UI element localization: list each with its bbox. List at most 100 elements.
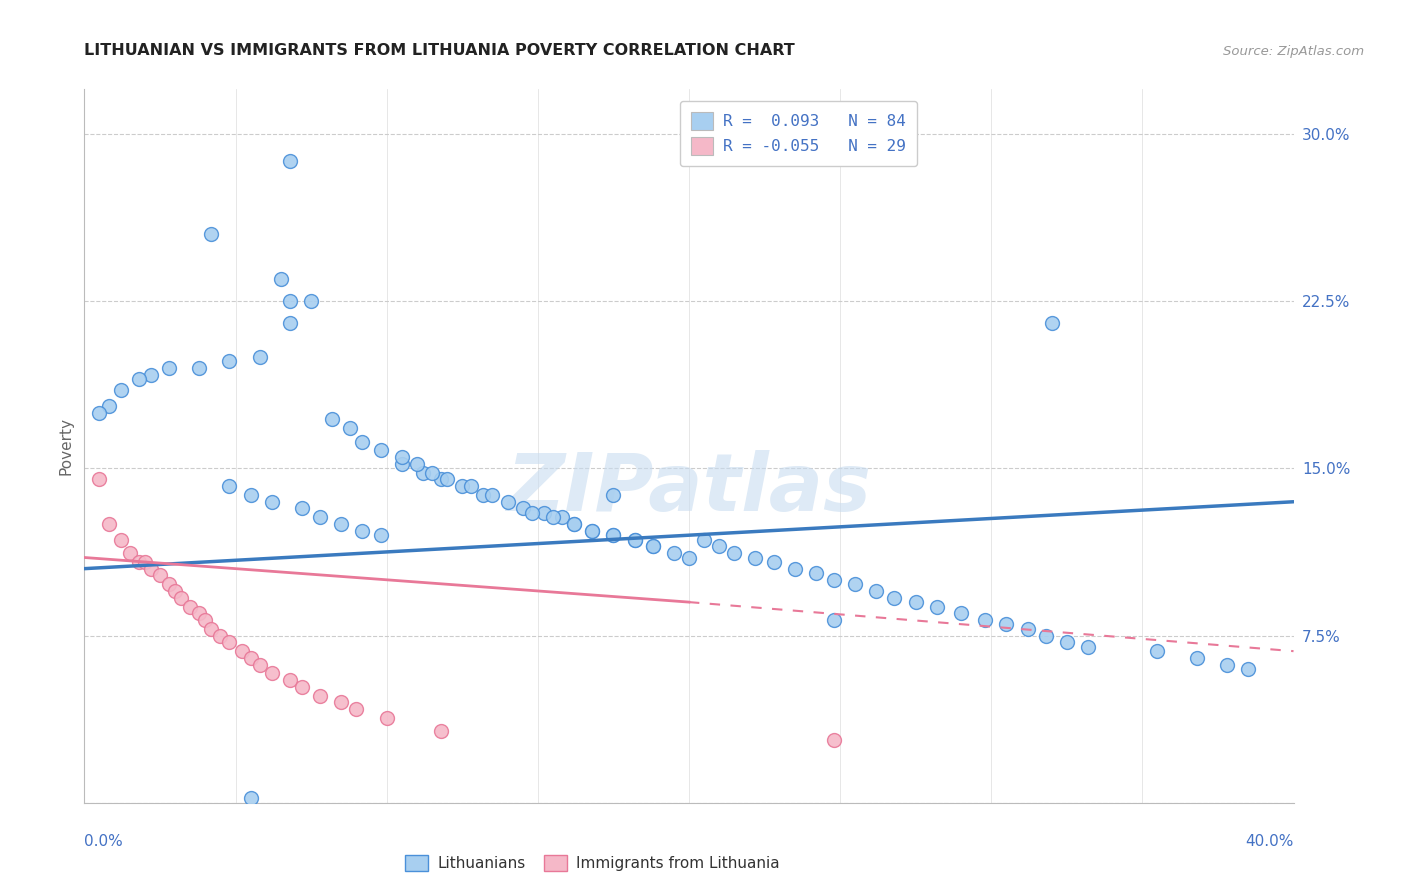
Point [239, 791, 262, 805]
Point [1035, 628, 1057, 642]
Point [231, 644, 253, 658]
Text: ZIPatlas: ZIPatlas [506, 450, 872, 528]
Point [520, 506, 543, 520]
Point [330, 517, 353, 532]
Point [950, 607, 973, 621]
Point [89, 473, 111, 487]
Text: 0.0%: 0.0% [84, 834, 124, 849]
Point [723, 546, 745, 560]
Point [865, 583, 887, 598]
Point [481, 488, 503, 502]
Point [602, 528, 624, 542]
Point [110, 384, 132, 398]
Point [299, 293, 322, 308]
Point [291, 680, 314, 694]
Point [1056, 635, 1078, 649]
Point [623, 533, 645, 547]
Text: 40.0%: 40.0% [1246, 834, 1294, 849]
Point [512, 501, 534, 516]
Legend: R =  0.093   N = 84, R = -0.055   N = 29: R = 0.093 N = 84, R = -0.055 N = 29 [679, 101, 917, 167]
Point [420, 466, 443, 480]
Point [375, 711, 398, 725]
Point [460, 479, 482, 493]
Point [278, 153, 301, 168]
Point [163, 583, 186, 598]
Point [844, 577, 866, 591]
Point [995, 617, 1018, 632]
Point [430, 473, 453, 487]
Point [188, 360, 211, 375]
Point [641, 539, 664, 553]
Point [472, 488, 495, 502]
Point [904, 595, 927, 609]
Point [270, 271, 292, 285]
Point [339, 421, 361, 435]
Point [823, 733, 845, 747]
Point [406, 457, 429, 471]
Point [346, 702, 368, 716]
Point [194, 613, 217, 627]
Point [974, 613, 997, 627]
Point [260, 494, 283, 508]
Point [278, 293, 301, 308]
Point [118, 546, 141, 560]
Point [218, 635, 240, 649]
Point [188, 607, 211, 621]
Point [602, 528, 624, 542]
Point [170, 591, 193, 605]
Point [562, 517, 585, 532]
Point [309, 510, 332, 524]
Point [709, 539, 731, 553]
Point [562, 517, 585, 532]
Point [1237, 662, 1260, 676]
Point [352, 524, 374, 538]
Point [925, 599, 948, 614]
Point [309, 689, 332, 703]
Point [1146, 644, 1168, 658]
Point [581, 524, 603, 538]
Point [134, 555, 156, 569]
Point [97, 399, 120, 413]
Point [551, 510, 574, 524]
Point [200, 622, 222, 636]
Point [97, 517, 120, 532]
Point [1017, 622, 1039, 636]
Point [260, 666, 283, 681]
Point [436, 473, 458, 487]
Point [496, 494, 519, 508]
Point [533, 506, 555, 520]
Point [157, 577, 180, 591]
Point [128, 372, 150, 386]
Point [209, 628, 232, 642]
Point [291, 501, 314, 516]
Point [451, 479, 474, 493]
Point [744, 550, 766, 565]
Point [278, 317, 301, 331]
Point [1077, 640, 1099, 654]
Point [1216, 657, 1239, 672]
Point [157, 360, 180, 375]
Point [1040, 317, 1063, 331]
Point [412, 466, 434, 480]
Point [804, 566, 827, 581]
Point [139, 562, 162, 576]
Point [541, 510, 564, 524]
Point [883, 591, 905, 605]
Point [278, 673, 301, 687]
Point [239, 651, 262, 665]
Point [783, 562, 806, 576]
Point [1185, 651, 1208, 665]
Point [823, 573, 845, 587]
Point [89, 405, 111, 420]
Point [179, 599, 201, 614]
Point [149, 568, 172, 582]
Point [391, 457, 413, 471]
Point [602, 488, 624, 502]
Point [249, 350, 271, 364]
Point [218, 354, 240, 368]
Point [623, 533, 645, 547]
Point [641, 539, 664, 553]
Point [321, 412, 343, 426]
Point [370, 443, 392, 458]
Point [249, 657, 271, 672]
